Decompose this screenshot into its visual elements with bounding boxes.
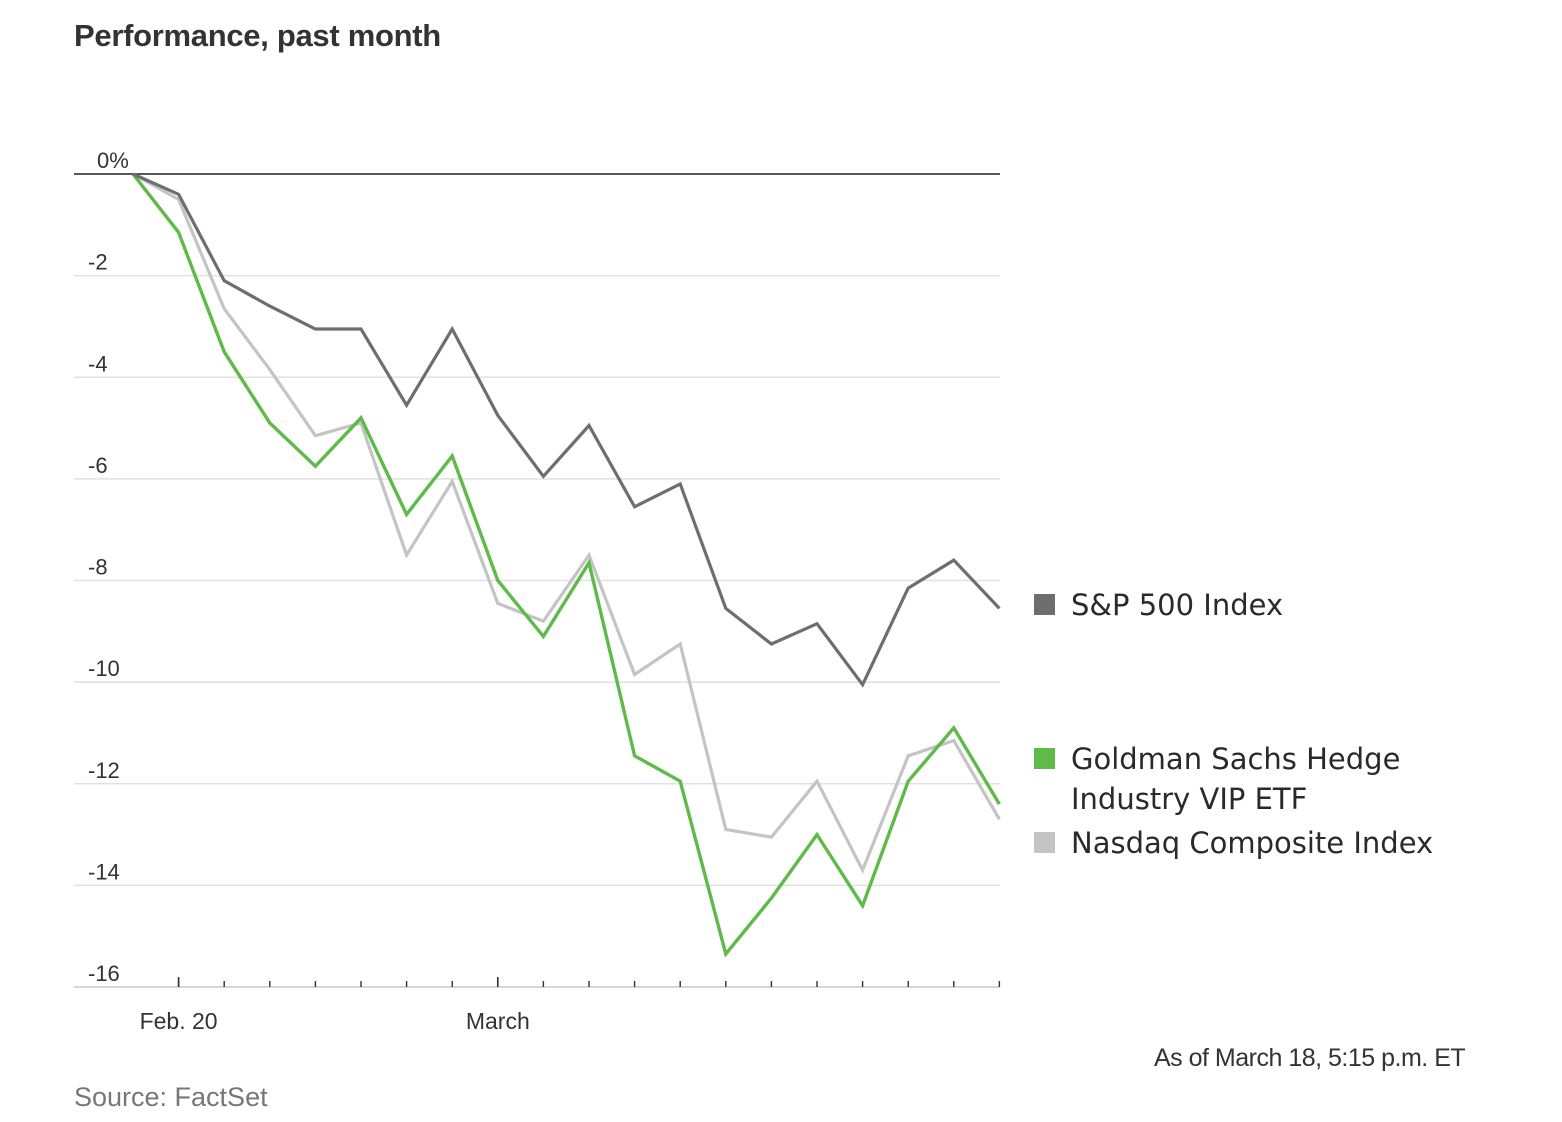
y-tick-label: 0%: [97, 148, 129, 173]
series-line-goldman: [131, 172, 1001, 958]
gridlines: [74, 173, 1000, 988]
legend-swatch-nasdaq: [1034, 832, 1055, 853]
y-tick-label: -8: [88, 555, 108, 580]
legend: S&P 500 Index Goldman Sachs Hedge Industry…: [1034, 588, 1433, 860]
source-note: Source: FactSet: [74, 1082, 268, 1112]
x-axis: Feb. 20 March: [140, 977, 1001, 1034]
series-line-sp500: [132, 172, 1001, 688]
legend-swatch-goldman: [1034, 748, 1055, 769]
x-tick-label: March: [466, 1008, 530, 1034]
y-tick-label: -12: [88, 758, 120, 783]
legend-label-goldman-line2: Industry VIP ETF: [1071, 782, 1307, 816]
legend-label-goldman: Goldman Sachs Hedge: [1071, 742, 1400, 776]
x-tick-label: Feb. 20: [140, 1008, 218, 1034]
y-tick-label: -10: [88, 656, 120, 681]
chart-title: Performance, past month: [74, 18, 441, 53]
series-line-nasdaq: [132, 172, 1001, 874]
y-tick-label: -6: [88, 453, 108, 478]
legend-label-sp500: S&P 500 Index: [1071, 588, 1283, 622]
y-tick-label: -16: [88, 961, 120, 986]
series-lines: [131, 172, 1001, 958]
legend-label-nasdaq: Nasdaq Composite Index: [1071, 826, 1433, 860]
as-of-note: As of March 18, 5:15 p.m. ET: [1154, 1044, 1466, 1072]
y-tick-label: -2: [88, 250, 108, 275]
y-tick-label: -14: [88, 859, 120, 884]
y-axis-labels: 0% -2 -4 -6 -8 -10 -12 -14 -16: [88, 148, 129, 986]
legend-swatch-sp500: [1034, 594, 1055, 615]
y-tick-label: -4: [88, 351, 108, 376]
